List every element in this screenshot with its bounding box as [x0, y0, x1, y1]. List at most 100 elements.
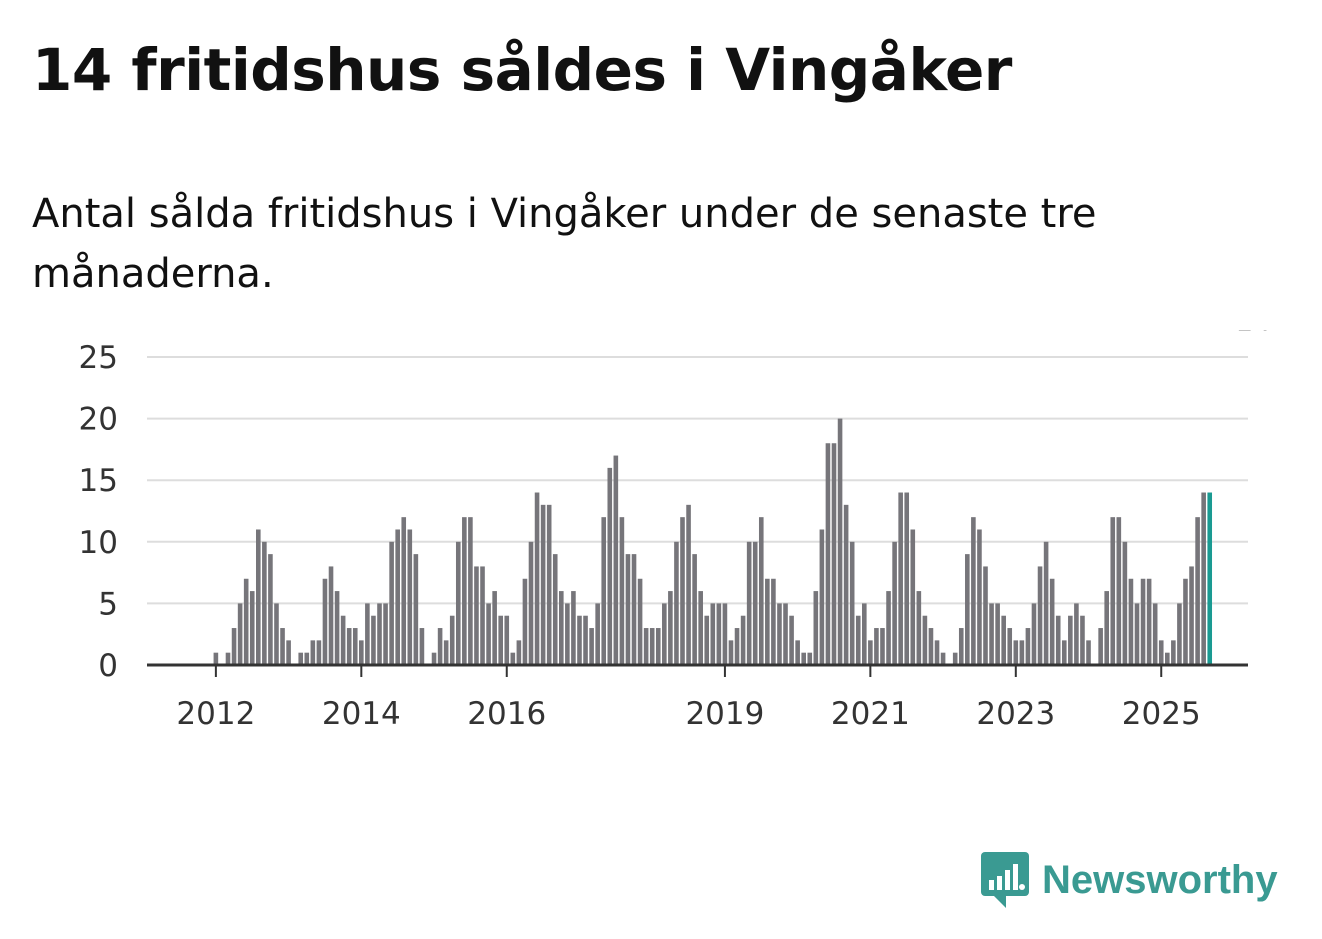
bar [904, 492, 910, 665]
bar [922, 615, 928, 665]
bar [874, 628, 879, 665]
bar [389, 541, 394, 665]
bar [892, 541, 897, 665]
bar [268, 554, 273, 665]
bar [1152, 603, 1158, 665]
bar [443, 640, 449, 665]
bar [407, 529, 413, 665]
bar [601, 517, 607, 665]
bar [698, 591, 703, 665]
bar [510, 652, 516, 665]
bar [752, 541, 758, 665]
bar [607, 467, 613, 665]
bar [989, 603, 994, 665]
bar [413, 554, 419, 665]
bar [928, 628, 934, 665]
bar [777, 603, 782, 665]
bar [377, 603, 382, 665]
bar [965, 554, 970, 665]
bar [831, 443, 837, 665]
bar [583, 615, 588, 665]
bar [468, 517, 473, 665]
bar [801, 652, 806, 665]
bar [655, 628, 661, 665]
bar [686, 504, 691, 665]
brand-name: Newsworthy [1042, 857, 1278, 902]
bar [383, 603, 388, 665]
bar [710, 603, 716, 665]
bar [492, 591, 497, 665]
page-title: 14 fritidshus såldes i Vingåker [32, 36, 1012, 104]
bar [843, 504, 849, 665]
bar [1110, 517, 1116, 665]
bar [674, 541, 679, 665]
bar [704, 615, 710, 665]
y-tick-label: 10 [79, 525, 118, 561]
bar [528, 541, 534, 665]
bar [1134, 603, 1140, 665]
bar [249, 591, 255, 665]
bar [1195, 517, 1200, 665]
bar [431, 652, 437, 665]
bar [668, 591, 673, 665]
bar [262, 541, 267, 665]
bar [849, 541, 855, 665]
bar [807, 652, 813, 665]
bar [613, 455, 619, 665]
bar [1074, 603, 1079, 665]
y-tick-label: 20 [79, 402, 118, 438]
bar [237, 603, 243, 665]
bar [1122, 541, 1128, 665]
x-tick-label: 2021 [831, 696, 910, 732]
bar [740, 615, 746, 665]
bar [449, 615, 455, 665]
y-tick-label: 15 [79, 463, 118, 499]
bar [771, 578, 776, 665]
data-label-latest: 14 [1235, 330, 1271, 337]
bar [352, 628, 358, 665]
y-axis-ticks: 0 5 10 15 20 25 [79, 340, 118, 684]
bar [1001, 615, 1006, 665]
bar [401, 517, 407, 665]
bar [910, 529, 916, 665]
bar [983, 566, 988, 665]
x-tick-label: 2025 [1122, 696, 1201, 732]
bar [516, 640, 522, 665]
grid-lines [147, 356, 1248, 605]
bar [1043, 541, 1049, 665]
bar [649, 628, 655, 665]
bar [346, 628, 352, 665]
bar [437, 628, 443, 665]
bar [795, 640, 800, 665]
bar [868, 640, 873, 665]
bar [886, 591, 891, 665]
bar [1171, 640, 1176, 665]
bar [880, 628, 885, 665]
bar [1037, 566, 1043, 665]
bar [643, 628, 649, 665]
bar [813, 591, 819, 665]
x-tick-label: 2014 [322, 696, 401, 732]
bar [328, 566, 334, 665]
bar [486, 603, 491, 665]
bar [746, 541, 752, 665]
bar [455, 541, 461, 665]
y-tick-label: 0 [98, 648, 118, 684]
bar [789, 615, 794, 665]
bar [225, 652, 231, 665]
bar [359, 640, 364, 665]
bar [1007, 628, 1013, 665]
bar [1201, 492, 1206, 665]
bar [1013, 640, 1019, 665]
bar [480, 566, 485, 665]
y-tick-label: 25 [79, 340, 118, 376]
bar [1158, 640, 1164, 665]
bar [631, 554, 637, 665]
bar [855, 615, 861, 665]
bar [940, 652, 946, 665]
bar [1086, 640, 1091, 665]
bar [734, 628, 740, 665]
bar [298, 652, 304, 665]
bar [765, 578, 770, 665]
